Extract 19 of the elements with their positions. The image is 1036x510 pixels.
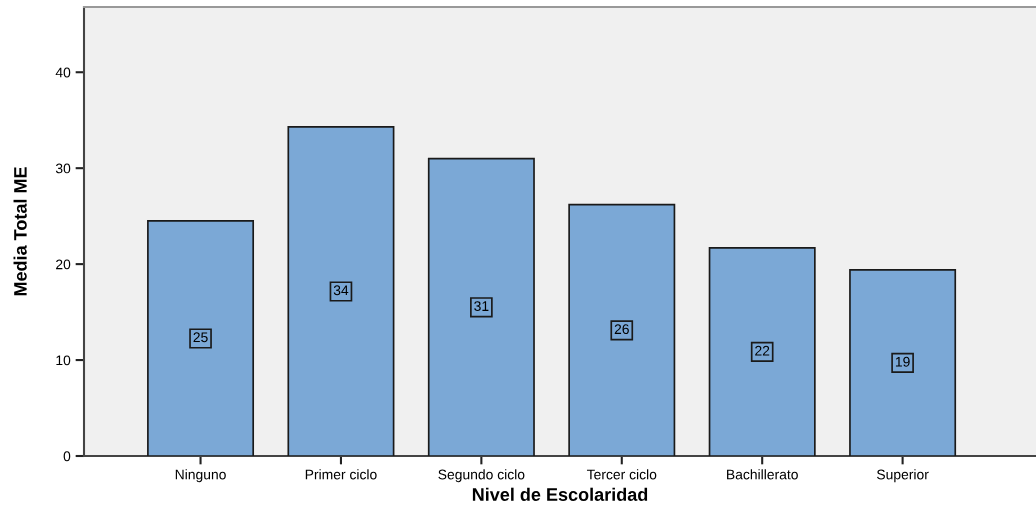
x-axis-title: Nivel de Escolaridad bbox=[472, 487, 648, 501]
y-tick-label: 10 bbox=[56, 355, 71, 366]
y-axis-title: Media Total ME bbox=[13, 167, 27, 296]
x-tick-label: Primer ciclo bbox=[305, 469, 377, 480]
data-label: 26 bbox=[614, 324, 629, 335]
data-label: 34 bbox=[333, 285, 349, 296]
x-tick-label: Segundo ciclo bbox=[438, 469, 525, 483]
data-label: 25 bbox=[193, 332, 208, 343]
data-label: 22 bbox=[755, 345, 770, 356]
y-tick-label: 0 bbox=[63, 451, 71, 462]
x-tick-label: Tercer ciclo bbox=[586, 469, 657, 480]
y-tick-label: 40 bbox=[55, 67, 71, 78]
y-tick-label: 30 bbox=[55, 163, 71, 174]
x-tick-label: Superior bbox=[876, 469, 929, 483]
x-tick-label: Ninguno bbox=[175, 469, 226, 483]
x-tick-label: Bachillerato bbox=[727, 469, 798, 480]
y-tick-label: 20 bbox=[56, 259, 71, 270]
data-label: 31 bbox=[474, 301, 489, 312]
data-label: 19 bbox=[895, 356, 910, 367]
